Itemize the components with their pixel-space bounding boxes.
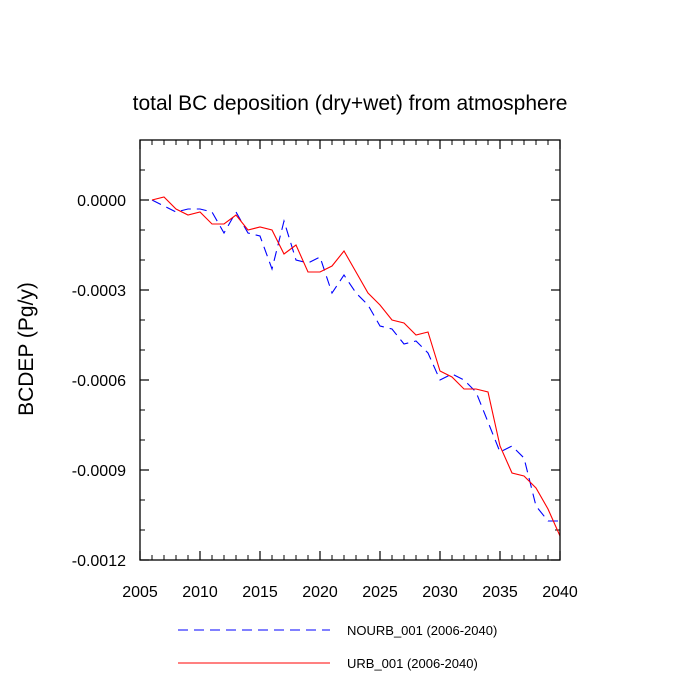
y-tick-labels: 0.0000 -0.0003 -0.0006 -0.0009 -0.0012 xyxy=(72,193,126,570)
y-tick-label: -0.0003 xyxy=(72,283,126,300)
x-tick-label: 2010 xyxy=(182,584,218,601)
x-tick-label: 2020 xyxy=(302,584,338,601)
y-tick-label: -0.0009 xyxy=(72,463,126,480)
chart-title: total BC deposition (dry+wet) from atmos… xyxy=(133,92,568,115)
x-tick-label: 2015 xyxy=(242,584,278,601)
x-tick-label: 2040 xyxy=(542,584,578,601)
series-line-urb-001 xyxy=(151,196,561,537)
x-tick-label: 2005 xyxy=(122,584,158,601)
x-tick-label: 2025 xyxy=(362,584,398,601)
plot-frame xyxy=(139,139,561,561)
y-tick-label: -0.0012 xyxy=(72,553,126,570)
legend-label: NOURB_001 (2006-2040) xyxy=(347,623,497,638)
series-line-nourb-001 xyxy=(151,199,560,522)
y-tick-label: 0.0000 xyxy=(77,193,126,210)
series-layer xyxy=(151,196,561,537)
y-axis-label: BCDEP (Pg/y) xyxy=(15,282,38,416)
legend-label: URB_001 (2006-2040) xyxy=(347,656,478,671)
x-tick-label: 2035 xyxy=(482,584,518,601)
y-tick-label: -0.0006 xyxy=(72,373,126,390)
x-tick-labels: 2005 2010 2015 2020 2025 2030 2035 2040 xyxy=(122,584,578,601)
legend: NOURB_001 (2006-2040) URB_001 (2006-2040) xyxy=(178,623,497,671)
x-tick-label: 2030 xyxy=(422,584,458,601)
